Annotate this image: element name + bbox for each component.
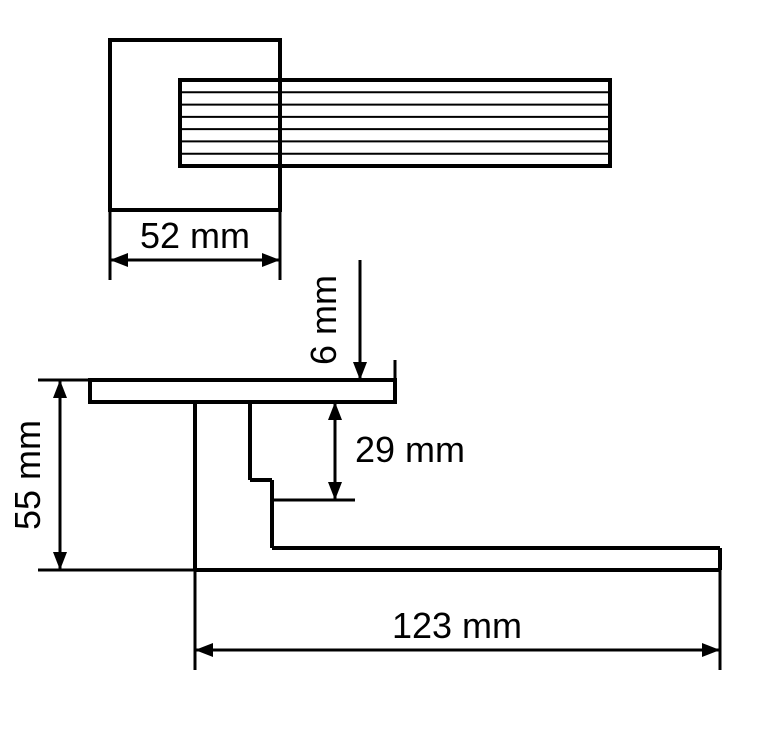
dimension-label: 6 mm [303,275,344,365]
arrowhead [53,552,67,570]
arrowhead [262,253,280,267]
dimension-label: 29 mm [355,429,465,470]
arrowhead [53,380,67,398]
dimension-label: 55 mm [7,420,48,530]
arrowhead [195,643,213,657]
arrowhead [702,643,720,657]
arrowhead [328,402,342,420]
arrowhead [110,253,128,267]
dimension-label: 52 mm [140,215,250,256]
arrowhead [328,482,342,500]
side-plate [90,380,395,402]
top-rose [110,40,280,210]
arrowhead [353,362,367,380]
dimension-label: 123 mm [392,605,522,646]
